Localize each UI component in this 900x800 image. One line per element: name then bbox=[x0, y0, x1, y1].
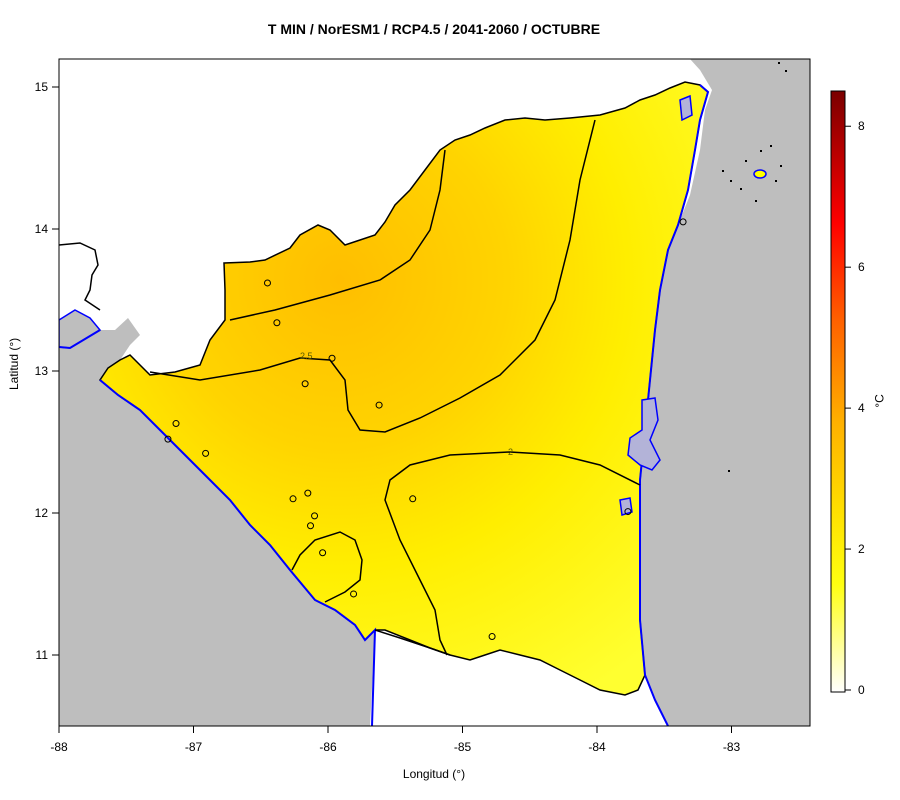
station-marker bbox=[307, 522, 315, 530]
bluefields-bay bbox=[619, 497, 633, 516]
x-axis-label: Longitud (°) bbox=[402, 767, 466, 781]
station-marker bbox=[319, 549, 327, 557]
station-marker bbox=[304, 489, 312, 497]
station-marker bbox=[488, 633, 496, 641]
pacific-coastline bbox=[59, 329, 377, 726]
x-tick-label: -83 bbox=[723, 740, 741, 754]
contour-line-3-north bbox=[229, 149, 446, 321]
contour-label-2: 2 bbox=[508, 447, 513, 457]
station-marker bbox=[311, 512, 319, 520]
station-marker bbox=[273, 319, 281, 327]
x-tick-label: -86 bbox=[319, 740, 337, 754]
map-title: T MIN / NorESM1 / RCP4.5 / 2041-2060 / O… bbox=[267, 21, 601, 37]
station-markers bbox=[164, 218, 687, 641]
y-tick-label: 13 bbox=[35, 364, 49, 378]
station-marker bbox=[164, 435, 172, 443]
honduras-border-line bbox=[59, 242, 101, 311]
corn-island bbox=[753, 169, 767, 179]
colorbar-tick-label: 2 bbox=[858, 542, 865, 556]
station-marker bbox=[263, 279, 271, 287]
colorbar-tick-label: 8 bbox=[858, 119, 865, 133]
perlas-lagoon bbox=[627, 397, 661, 471]
station-marker bbox=[375, 401, 383, 409]
station-marker bbox=[301, 380, 309, 388]
caribbean-coastline bbox=[639, 84, 710, 726]
station-marker bbox=[624, 508, 632, 516]
contour-line-2-5 bbox=[149, 119, 596, 433]
station-marker bbox=[172, 420, 180, 428]
colorbar-tick-label: 4 bbox=[858, 401, 865, 415]
caribbean-islands bbox=[722, 62, 787, 472]
station-marker bbox=[679, 218, 687, 226]
y-tick-label: 11 bbox=[36, 648, 49, 662]
colorbar-tick-label: 0 bbox=[858, 683, 865, 697]
caribbean-sea bbox=[640, 59, 810, 726]
station-marker bbox=[328, 354, 336, 362]
station-marker bbox=[409, 495, 417, 503]
station-marker bbox=[289, 495, 297, 503]
y-tick-label: 15 bbox=[35, 80, 49, 94]
x-tick-label: -84 bbox=[588, 740, 606, 754]
colorbar-axis: 0 2 4 6 8 bbox=[845, 119, 865, 697]
x-tick-label: -88 bbox=[50, 740, 68, 754]
colorbar bbox=[830, 90, 846, 693]
costa-rica-border bbox=[374, 629, 451, 656]
contour-line-low-west bbox=[291, 531, 363, 603]
station-marker bbox=[202, 449, 210, 457]
y-axis: 11 12 13 14 15 bbox=[35, 80, 59, 662]
x-axis: -88 -87 -86 -85 -84 -83 bbox=[50, 726, 740, 754]
y-tick-label: 12 bbox=[35, 506, 49, 520]
colorbar-tick-label: 6 bbox=[858, 260, 865, 274]
plot-frame bbox=[58, 58, 811, 727]
station-marker bbox=[350, 590, 358, 598]
pacific-ocean bbox=[59, 318, 375, 726]
x-tick-label: -87 bbox=[185, 740, 203, 754]
contour-label-2-5: 2.5 bbox=[300, 351, 313, 361]
lagoon-north bbox=[679, 94, 693, 122]
contour-line-2 bbox=[384, 451, 641, 656]
x-tick-label: -85 bbox=[454, 740, 472, 754]
y-tick-label: 14 bbox=[35, 222, 49, 236]
